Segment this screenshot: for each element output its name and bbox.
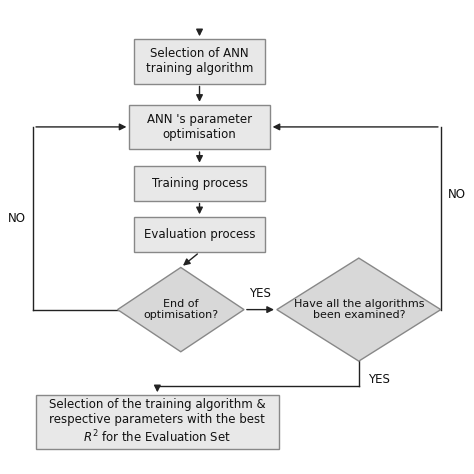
Polygon shape (118, 267, 244, 352)
Text: YES: YES (249, 287, 271, 300)
Text: ANN 's parameter
optimisation: ANN 's parameter optimisation (147, 113, 252, 141)
FancyBboxPatch shape (134, 39, 265, 83)
FancyBboxPatch shape (134, 217, 265, 252)
Text: Selection of the training algorithm &
respective parameters with the best
$R^2$ : Selection of the training algorithm & re… (49, 398, 265, 446)
Polygon shape (277, 258, 441, 361)
Text: Training process: Training process (152, 177, 247, 190)
Text: NO: NO (8, 212, 26, 225)
FancyBboxPatch shape (134, 165, 265, 201)
Text: YES: YES (368, 374, 390, 386)
Text: NO: NO (448, 188, 466, 201)
Text: Selection of ANN
training algorithm: Selection of ANN training algorithm (146, 47, 253, 75)
FancyBboxPatch shape (129, 105, 270, 149)
Text: Evaluation process: Evaluation process (144, 228, 255, 241)
FancyBboxPatch shape (36, 395, 279, 449)
Text: End of
optimisation?: End of optimisation? (143, 299, 219, 320)
Text: Have all the algorithms
been examined?: Have all the algorithms been examined? (293, 299, 424, 320)
